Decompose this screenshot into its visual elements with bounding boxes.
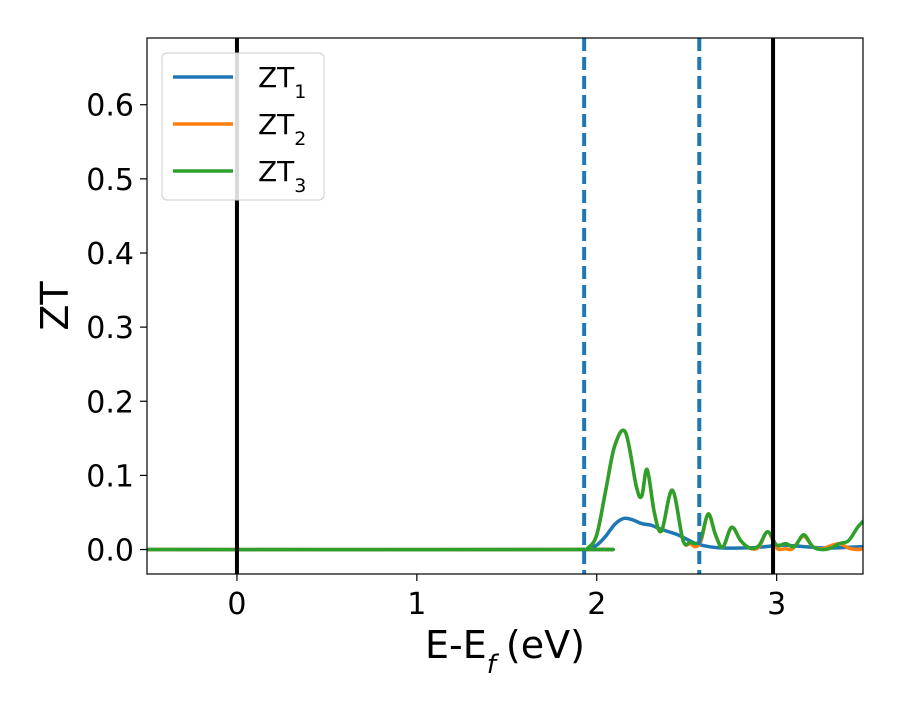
legend-label-zt3: ZT3: [258, 155, 306, 197]
y-tick-label: 0.3: [86, 311, 134, 346]
axes-layer: 0 1 2 3 0.0 0.1 0.2 0.3 0.4 0.5 0.6: [86, 37, 864, 622]
y-tick-label: 0.6: [86, 89, 134, 124]
legend-label-zt1: ZT1: [258, 61, 306, 103]
legend: ZT1 ZT2 ZT3: [161, 52, 325, 201]
x-axis-label-main: E-E: [425, 623, 487, 667]
y-tick-label: 0.0: [86, 534, 134, 569]
legend-label-zt2: ZT2: [258, 108, 306, 150]
y-axis-label: ZT: [33, 281, 77, 331]
x-axis-label: E-Ef (eV): [425, 623, 585, 680]
x-tick-label: 3: [767, 587, 786, 622]
y-tick-label: 0.4: [86, 237, 134, 272]
legend-items: ZT1 ZT2 ZT3: [173, 61, 306, 197]
x-tick-label: 1: [407, 587, 426, 622]
y-tick-label: 0.5: [86, 163, 134, 198]
y-tick-label: 0.2: [86, 385, 134, 420]
plot-frame: [146, 37, 864, 575]
x-axis-label-unit: (eV): [506, 623, 585, 667]
series-line-zt3: [147, 428, 863, 552]
y-tick-label: 0.1: [86, 459, 134, 494]
x-tick-label: 0: [227, 587, 246, 622]
legend-frame: [161, 52, 325, 201]
x-tick-label: 2: [587, 587, 606, 622]
